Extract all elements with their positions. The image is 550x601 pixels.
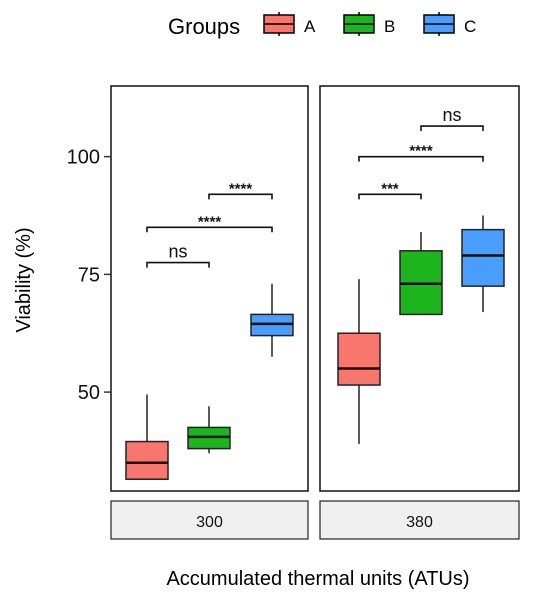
x-axis-label: Accumulated thermal units (ATUs): [166, 568, 469, 590]
box-380-B: [399, 231, 443, 316]
y-tick-label: 50: [78, 382, 100, 404]
facet-strip-label: 300: [196, 514, 223, 531]
y-axis: 50 75 100: [67, 147, 111, 404]
facet-panel-300: 300 ns **** ****: [110, 85, 309, 540]
box-300-C: [250, 283, 294, 357]
facet-strip-label: 380: [406, 514, 433, 531]
comparison-380-BC: ns: [420, 105, 484, 132]
box-300-A: [125, 394, 169, 480]
comparison-300-AB: ns: [146, 242, 210, 268]
legend-label: C: [464, 17, 476, 36]
facet-panel-380: 380*******ns: [319, 85, 520, 540]
legend-label: A: [304, 17, 316, 36]
comparison-bracket: [358, 155, 484, 162]
facet-strip: [319, 500, 520, 540]
legend-title: Groups: [168, 14, 240, 39]
legend-label: B: [384, 17, 395, 36]
legend-item-A: A: [263, 12, 316, 36]
comparison-300-BC: ****: [208, 180, 273, 200]
legend: Groups A B C: [168, 12, 476, 39]
comparison-label: ns: [168, 242, 187, 262]
comparison-380-AB: ***: [358, 180, 422, 200]
box-iqr: [125, 440, 169, 480]
facet-strip: [110, 500, 309, 540]
comparison-bracket: [420, 125, 484, 132]
legend-item-C: C: [423, 12, 476, 36]
box-380-A: [337, 279, 381, 444]
comparison-bracket: [208, 193, 273, 200]
box-300-B: [187, 406, 231, 454]
comparison-label: ****: [409, 143, 433, 160]
y-axis-label: Viability (%): [13, 227, 35, 332]
box-iqr: [461, 228, 505, 287]
comparison-bracket: [146, 226, 273, 233]
box-380-C: [461, 215, 505, 313]
y-tick-label: 75: [78, 264, 100, 286]
comparison-bracket: [146, 261, 210, 268]
comparison-label: ****: [198, 213, 222, 230]
comparison-bracket: [358, 193, 422, 200]
comparison-label: ***: [381, 180, 399, 197]
legend-item-B: B: [343, 12, 395, 36]
box-iqr: [337, 332, 381, 386]
comparison-label: ns: [442, 105, 461, 125]
y-tick-label: 100: [67, 147, 100, 169]
comparison-380-AC: ****: [358, 143, 484, 162]
comparison-300-AC: ****: [146, 213, 273, 233]
comparison-label: ****: [229, 180, 253, 197]
